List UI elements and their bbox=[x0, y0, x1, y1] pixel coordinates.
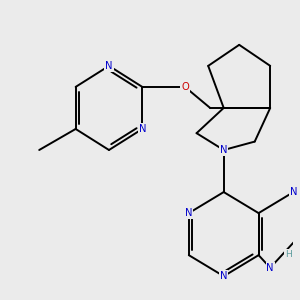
Text: O: O bbox=[181, 82, 189, 92]
Text: N: N bbox=[266, 263, 274, 273]
Text: N: N bbox=[220, 271, 227, 281]
Text: H: H bbox=[285, 250, 292, 259]
Text: N: N bbox=[105, 61, 113, 71]
Text: N: N bbox=[220, 145, 227, 155]
Text: N: N bbox=[290, 187, 297, 197]
Text: N: N bbox=[185, 208, 193, 218]
Text: N: N bbox=[139, 124, 146, 134]
